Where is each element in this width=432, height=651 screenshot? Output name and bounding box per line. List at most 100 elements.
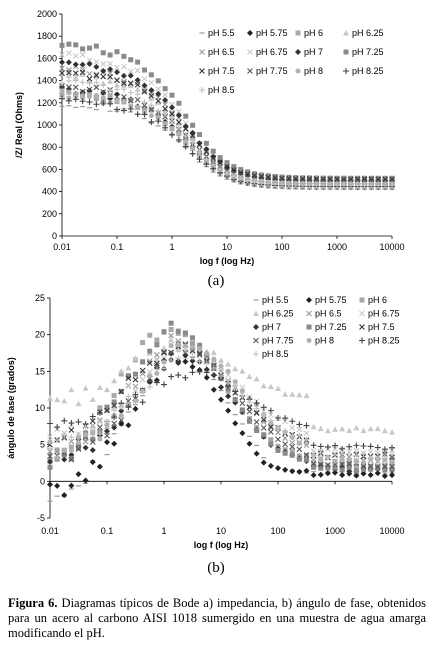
data-point — [134, 86, 141, 92]
data-point — [239, 393, 246, 400]
data-point — [339, 455, 345, 461]
data-point — [282, 450, 288, 456]
data-point — [231, 164, 237, 170]
panel-label-b: (b) — [207, 560, 225, 576]
data-point — [141, 82, 148, 89]
data-point — [127, 68, 134, 75]
data-point — [169, 131, 175, 138]
data-point — [182, 330, 188, 336]
legend-entry: pH 5.75 — [256, 28, 288, 38]
data-point — [332, 465, 338, 471]
data-point — [389, 175, 395, 181]
data-point — [282, 441, 289, 448]
data-point — [68, 420, 75, 426]
data-point — [275, 436, 281, 443]
data-point — [246, 399, 253, 406]
data-point — [168, 336, 175, 343]
data-point — [169, 113, 175, 120]
data-point — [196, 148, 203, 155]
data-point — [47, 453, 53, 460]
data-point — [389, 429, 395, 435]
legend-entry: pH 8.25 — [368, 336, 400, 346]
data-point — [65, 77, 72, 84]
data-point — [155, 99, 162, 106]
legend-entry: pH 6.5 — [208, 47, 235, 57]
data-point — [265, 174, 272, 181]
data-point — [210, 349, 217, 355]
data-point — [132, 355, 139, 361]
data-point — [317, 443, 324, 450]
data-point — [196, 140, 203, 147]
legend-entry: pH 6.25 — [262, 309, 294, 319]
data-point — [389, 182, 395, 189]
data-point — [353, 472, 360, 479]
data-point — [303, 467, 310, 474]
data-point — [155, 90, 162, 97]
data-point — [292, 175, 299, 182]
data-point — [87, 94, 92, 100]
data-point — [261, 432, 267, 438]
data-point — [86, 60, 93, 67]
data-point — [175, 136, 182, 143]
data-point — [132, 405, 139, 412]
data-point — [104, 407, 110, 414]
data-point — [128, 103, 134, 109]
data-point — [175, 108, 182, 115]
data-point — [332, 451, 338, 458]
x-tick-label: 0.1 — [101, 526, 114, 536]
data-point — [268, 437, 274, 443]
data-point — [317, 461, 324, 468]
data-point — [139, 367, 146, 374]
data-point — [68, 456, 74, 462]
data-point — [100, 97, 106, 103]
data-point — [190, 145, 196, 151]
data-point — [189, 150, 196, 157]
x-tick-label: 1000 — [325, 526, 345, 536]
data-point — [169, 111, 175, 117]
data-point — [238, 167, 244, 173]
data-point — [132, 391, 139, 398]
data-point — [232, 420, 239, 427]
data-point — [285, 181, 292, 188]
data-point — [197, 342, 203, 348]
data-point — [375, 465, 381, 471]
data-point — [155, 118, 162, 125]
data-point — [303, 422, 310, 429]
data-point — [162, 92, 169, 98]
data-point — [282, 466, 289, 473]
data-point — [320, 176, 327, 183]
data-point — [232, 388, 239, 395]
data-point — [127, 97, 134, 104]
data-point — [141, 88, 148, 95]
data-point — [139, 399, 146, 406]
data-point — [230, 173, 237, 180]
data-point — [182, 126, 189, 132]
legend-entry: pH 7.5 — [368, 322, 395, 332]
y-tick-label: 400 — [42, 187, 57, 197]
data-point — [79, 88, 86, 95]
data-point — [111, 393, 117, 399]
data-point — [245, 169, 251, 175]
data-point — [232, 379, 238, 385]
data-point — [303, 452, 310, 458]
data-point — [114, 77, 120, 84]
data-point — [320, 182, 327, 189]
legend-marker — [199, 68, 205, 74]
data-point — [360, 451, 367, 458]
data-point — [96, 384, 103, 391]
data-point — [73, 42, 79, 48]
data-point — [190, 344, 195, 350]
data-point — [127, 72, 134, 79]
data-point — [82, 424, 89, 431]
data-point — [141, 111, 148, 118]
data-point — [146, 378, 153, 385]
x-tick-label: 1 — [161, 526, 166, 536]
data-point — [382, 182, 389, 189]
legend-marker — [343, 30, 349, 36]
data-point — [182, 374, 189, 381]
data-point — [111, 377, 118, 384]
data-point — [148, 113, 154, 119]
legend-entry: pH 8.25 — [352, 66, 384, 76]
data-point — [210, 157, 217, 163]
y-tick-label: 1600 — [37, 53, 57, 63]
